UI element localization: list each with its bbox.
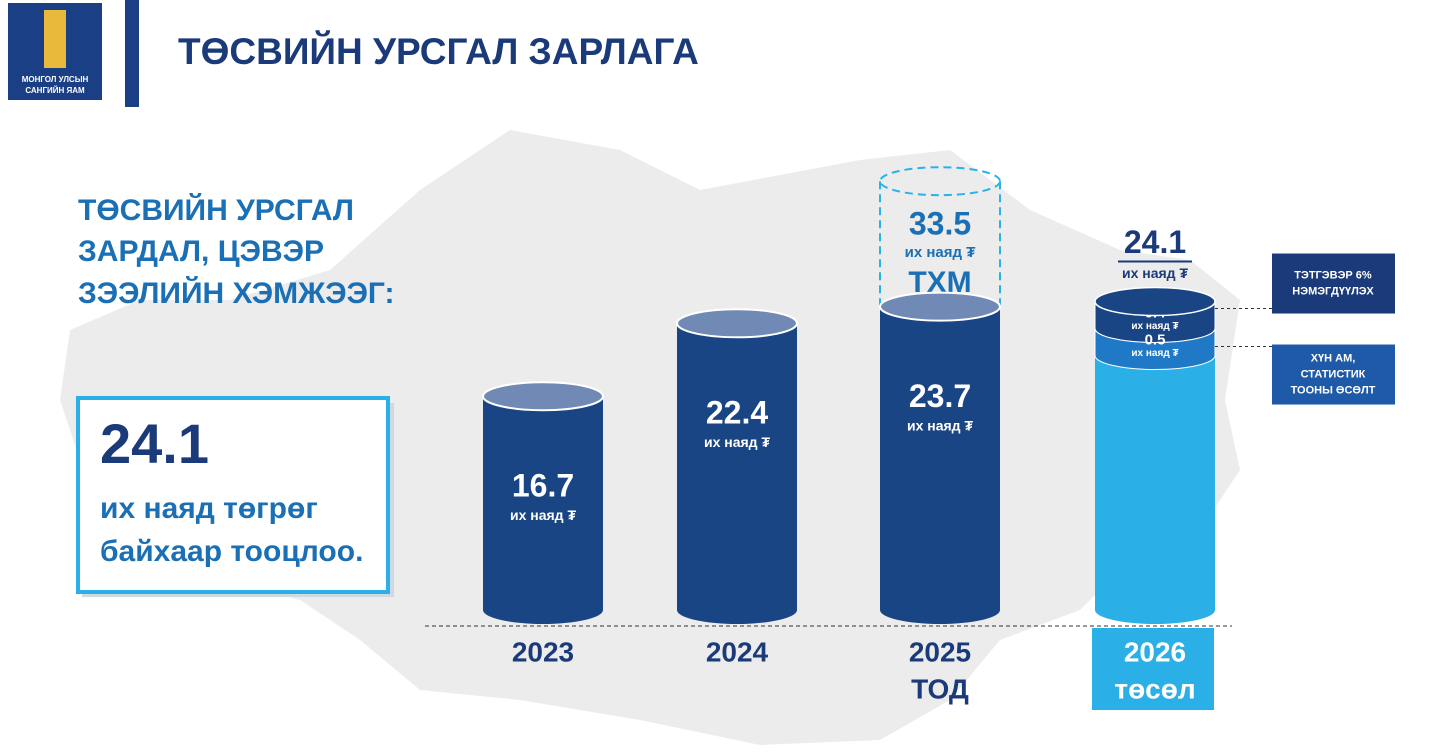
category-label: 2024 (706, 636, 769, 667)
summary-text: их наяд төгрөг (100, 492, 318, 525)
unit-label: их наяд ₮ (1122, 265, 1188, 281)
callout-text: СТАТИСТИК (1301, 368, 1366, 380)
value-label: 24.1 (1124, 224, 1186, 260)
unit-label: их наяд ₮ (704, 434, 770, 450)
projection-unit: их наяд ₮ (905, 244, 976, 261)
segment-unit: их наяд ₮ (1131, 348, 1178, 359)
summary-heading: ЗАРДАЛ, ЦЭВЭР (78, 235, 324, 268)
value-label: 23.7 (909, 378, 971, 414)
unit-label: их наяд ₮ (510, 507, 576, 523)
callout-box (1272, 253, 1395, 314)
summary-heading: ЗЭЭЛИЙН ХЭМЖЭЭГ: (78, 276, 395, 310)
value-label: 22.4 (706, 395, 768, 431)
category-box (1092, 628, 1214, 710)
cylinder (1095, 301, 1215, 624)
logo-text: САНГИЙН ЯАМ (25, 86, 85, 95)
summary-text: байхаар тооцлоо. (100, 535, 363, 568)
cylinder-top (676, 308, 798, 339)
callout-text: ТЭТГЭВЭР 6% (1294, 269, 1372, 281)
cylinder-top (482, 381, 604, 412)
summary-box (76, 396, 390, 594)
value-label: 16.7 (512, 468, 574, 504)
category-label: 2023 (512, 636, 574, 667)
summary-heading: ТӨСВИЙН УРСГАЛ (78, 193, 354, 227)
projection-value: 33.5 (909, 206, 971, 242)
cylinder-top (879, 291, 1001, 322)
category-note: төсөл (1114, 673, 1195, 704)
title-bar (125, 0, 139, 107)
cylinder-segment (1094, 328, 1216, 371)
callout-text: ТООНЫ ӨСӨЛТ (1291, 384, 1376, 396)
cylinder (483, 396, 603, 624)
unit-label: их наяд ₮ (907, 417, 973, 433)
logo-emblem (44, 10, 66, 68)
callout-text: ХҮН АМ, (1311, 352, 1356, 364)
category-label: 2026 (1124, 636, 1186, 667)
cylinder (677, 323, 797, 624)
segment-value: 0.5 (1145, 331, 1166, 348)
category-note: ТОД (911, 673, 969, 704)
logo-text: МОНГОЛ УЛСЫН (22, 75, 89, 84)
callout-box (1272, 344, 1395, 405)
segment-unit: их наяд ₮ (1131, 321, 1178, 332)
cylinder (880, 306, 1000, 624)
callout-text: НЭМЭГДҮҮЛЭХ (1292, 285, 1374, 297)
page-title: ТӨСВИЙН УРСГАЛ ЗАРЛАГА (178, 30, 699, 72)
projection-top (879, 166, 1001, 197)
summary-value: 24.1 (100, 412, 209, 475)
category-label: 2025 (909, 636, 971, 667)
projection-cylinder (879, 181, 1001, 307)
cylinder-top (1094, 286, 1216, 317)
